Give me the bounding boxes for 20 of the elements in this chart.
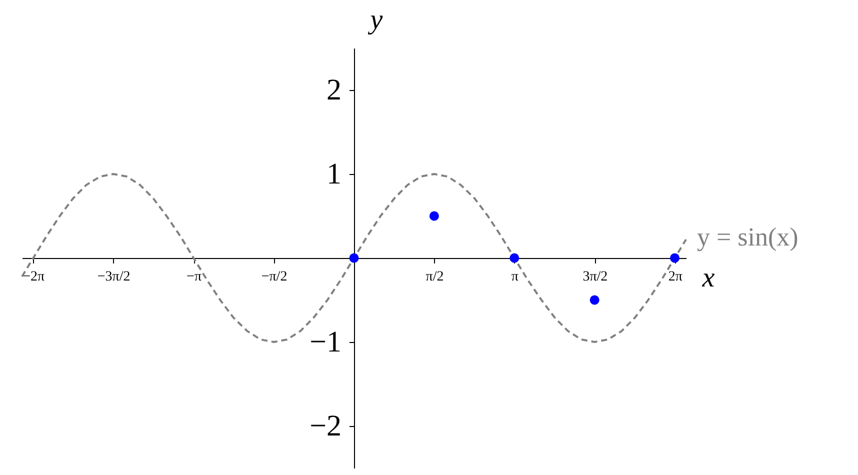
x-tick-label: 3π/2 [582, 270, 608, 284]
point [349, 253, 359, 263]
x-tick-label: −3π/2 [97, 270, 130, 284]
point [670, 253, 680, 263]
x-axis-title: x [701, 262, 716, 294]
y-tick-label: −2 [310, 410, 342, 442]
y-tick-label: 2 [326, 74, 342, 106]
x-tick-label: −π [186, 270, 202, 284]
point [429, 211, 439, 221]
x-tick-label: −π/2 [261, 270, 288, 284]
series-label: y = sin(x) [697, 222, 798, 252]
point [590, 295, 600, 305]
y-axis-title: y [367, 4, 384, 36]
point [510, 253, 520, 263]
y-tick-label: 1 [326, 158, 342, 190]
x-tick-label: π [511, 270, 518, 284]
y-tick-label: −1 [310, 326, 342, 358]
x-tick-label: π/2 [426, 270, 444, 284]
x-tick-label: −2π [22, 270, 45, 284]
x-tick-label: 2π [668, 270, 682, 284]
